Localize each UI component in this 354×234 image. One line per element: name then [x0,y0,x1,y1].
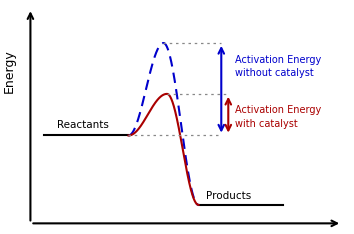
Text: Activation Energy
without catalyst: Activation Energy without catalyst [235,55,321,78]
Text: Products: Products [206,191,251,201]
Text: Reactants: Reactants [57,120,109,130]
Text: Energy: Energy [3,49,16,93]
Text: Activation Energy
with catalyst: Activation Energy with catalyst [235,105,321,129]
